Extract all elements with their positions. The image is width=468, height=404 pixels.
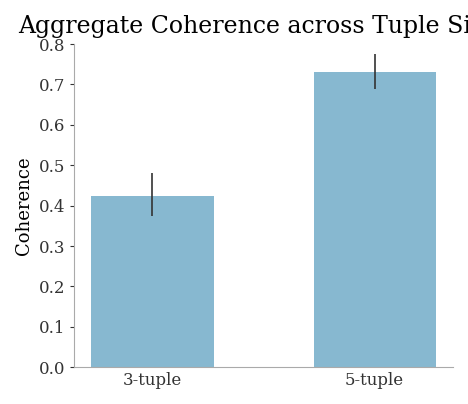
Title: Aggregate Coherence across Tuple Sizes: Aggregate Coherence across Tuple Sizes [18,15,468,38]
Bar [91,196,213,367]
Bar [314,72,436,367]
Y-axis label: Coherence: Coherence [15,156,33,255]
